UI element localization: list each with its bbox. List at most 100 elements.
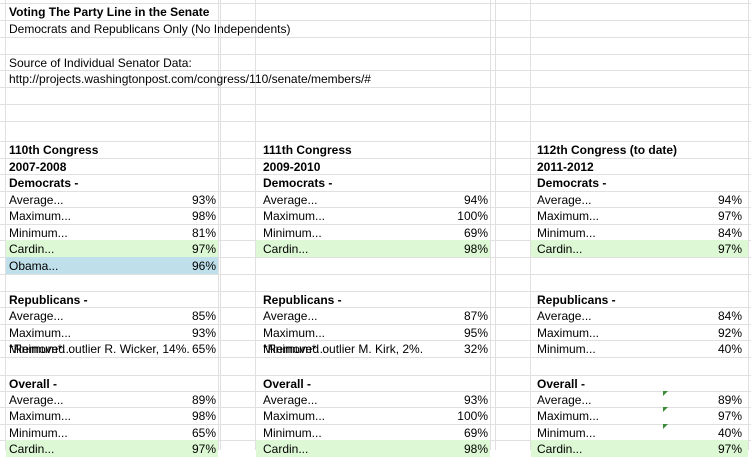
row-label[interactable]: Minimum*... (263, 342, 327, 356)
row-label[interactable]: Cardin... (9, 242, 55, 256)
row-label[interactable]: Minimum... (537, 342, 596, 356)
republicans-heading[interactable]: Republicans - (537, 293, 616, 307)
congress-title[interactable]: 112th Congress (to date) (537, 143, 678, 157)
grid-row-line (0, 391, 751, 392)
row-label[interactable]: Cardin... (263, 242, 309, 256)
row-value[interactable]: 69% (463, 426, 488, 440)
overall-heading[interactable]: Overall - (537, 377, 586, 391)
row-label[interactable]: Minimum... (537, 426, 596, 440)
row-value[interactable]: 96% (191, 259, 216, 273)
row-value[interactable]: 89% (191, 393, 216, 407)
congress-years[interactable]: 2007-2008 (9, 160, 67, 174)
row-value[interactable]: 65% (191, 426, 216, 440)
republicans-heading[interactable]: Republicans - (9, 293, 88, 307)
row-label[interactable]: Cardin... (263, 442, 309, 456)
source-url[interactable]: http://projects.washingtonpost.com/congr… (9, 72, 371, 86)
row-value[interactable]: 97% (717, 242, 742, 256)
row-label[interactable]: Maximum... (263, 326, 326, 340)
row-label[interactable]: Maximum... (537, 409, 600, 423)
row-value[interactable]: 40% (717, 342, 742, 356)
row-label[interactable]: Cardin... (537, 242, 583, 256)
row-value[interactable]: 69% (463, 226, 488, 240)
row-value[interactable]: 65% (191, 342, 216, 356)
grid-row-line (0, 257, 751, 258)
row-value[interactable]: 87% (463, 309, 488, 323)
row-label[interactable]: Average... (537, 309, 592, 323)
overall-heading[interactable]: Overall - (263, 377, 312, 391)
row-label[interactable]: Maximum... (537, 209, 600, 223)
row-label[interactable]: Maximum... (9, 409, 72, 423)
row-label[interactable]: Cardin... (9, 442, 55, 456)
row-label[interactable]: Average... (9, 393, 64, 407)
row-label[interactable]: Minimum... (263, 426, 322, 440)
row-value[interactable]: 98% (191, 409, 216, 423)
overall-heading[interactable]: Overall - (9, 377, 58, 391)
row-label[interactable]: Minimum... (537, 226, 596, 240)
footnote[interactable]: *Removed outlier R. Wicker, 14%. (9, 342, 190, 356)
row-label[interactable]: Obama... (9, 259, 59, 273)
row-label[interactable]: Minimum*... (9, 342, 73, 356)
row-value[interactable]: 32% (463, 342, 488, 356)
row-label[interactable]: Maximum... (9, 326, 72, 340)
row-label[interactable]: Minimum... (9, 426, 68, 440)
row-value[interactable]: 94% (717, 193, 742, 207)
republicans-heading[interactable]: Republicans - (263, 293, 342, 307)
row-value[interactable]: 98% (463, 442, 488, 456)
row-label[interactable]: Maximum... (263, 209, 326, 223)
row-label[interactable]: Minimum... (9, 226, 68, 240)
row-label[interactable]: Average... (263, 309, 318, 323)
row-value[interactable]: 100% (457, 409, 488, 423)
footnote[interactable]: *Removed outlier M. Kirk, 2%. (263, 342, 424, 356)
democrats-heading[interactable]: Democrats - (263, 176, 333, 190)
row-label[interactable]: Maximum... (263, 409, 326, 423)
row-value[interactable]: 94% (463, 193, 488, 207)
row-label[interactable]: Average... (263, 193, 318, 207)
row-label[interactable]: Average... (9, 309, 64, 323)
comment-indicator-icon[interactable] (663, 424, 668, 429)
comment-indicator-icon[interactable] (663, 407, 668, 412)
row-label[interactable]: Average... (537, 393, 592, 407)
row-value[interactable]: 98% (191, 209, 216, 223)
congress-title[interactable]: 110th Congress (9, 143, 99, 157)
congress-years[interactable]: 2009-2010 (263, 160, 321, 174)
row-value[interactable]: 97% (717, 209, 742, 223)
grid-row-line (0, 357, 751, 358)
row-value[interactable]: 84% (717, 309, 742, 323)
row-label[interactable]: Maximum... (9, 209, 72, 223)
row-value[interactable]: 100% (457, 209, 488, 223)
democrats-heading[interactable]: Democrats - (9, 176, 79, 190)
row-value[interactable]: 97% (191, 242, 216, 256)
row-label[interactable]: Average... (263, 393, 318, 407)
row-value[interactable]: 93% (191, 193, 216, 207)
source-label[interactable]: Source of Individual Senator Data: (9, 56, 192, 70)
row-value[interactable]: 95% (463, 326, 488, 340)
row-label[interactable]: Average... (537, 193, 592, 207)
row-value[interactable]: 40% (717, 426, 742, 440)
row-label[interactable]: Average... (9, 193, 64, 207)
row-label[interactable]: Cardin... (537, 442, 583, 456)
row-value[interactable]: 93% (191, 326, 216, 340)
row-value[interactable]: 81% (191, 226, 216, 240)
congress-title[interactable]: 111th Congress (263, 143, 352, 157)
row-value[interactable]: 89% (717, 393, 742, 407)
row-label[interactable]: Maximum... (537, 326, 600, 340)
democrats-heading[interactable]: Democrats - (537, 176, 607, 190)
congress-years[interactable]: 2011-2012 (537, 160, 594, 174)
sheet-subtitle[interactable]: Democrats and Republicans Only (No Indep… (9, 22, 291, 36)
sheet-title[interactable]: Voting The Party Line in the Senate (9, 5, 210, 19)
comment-indicator-icon[interactable] (663, 391, 668, 396)
row-value[interactable]: 97% (717, 442, 742, 456)
grid-column-line (5, 0, 6, 450)
row-value[interactable]: 97% (191, 442, 216, 456)
grid-row-line (0, 70, 751, 71)
row-value[interactable]: 97% (717, 409, 742, 423)
row-value[interactable]: 93% (463, 393, 488, 407)
row-label[interactable]: Minimum... (263, 226, 322, 240)
row-value[interactable]: 92% (717, 326, 742, 340)
grid-row-line (0, 274, 751, 275)
row-value[interactable]: 84% (717, 226, 742, 240)
cardin-row-highlight (256, 240, 490, 257)
row-value[interactable]: 98% (463, 242, 488, 256)
row-value[interactable]: 85% (191, 309, 216, 323)
